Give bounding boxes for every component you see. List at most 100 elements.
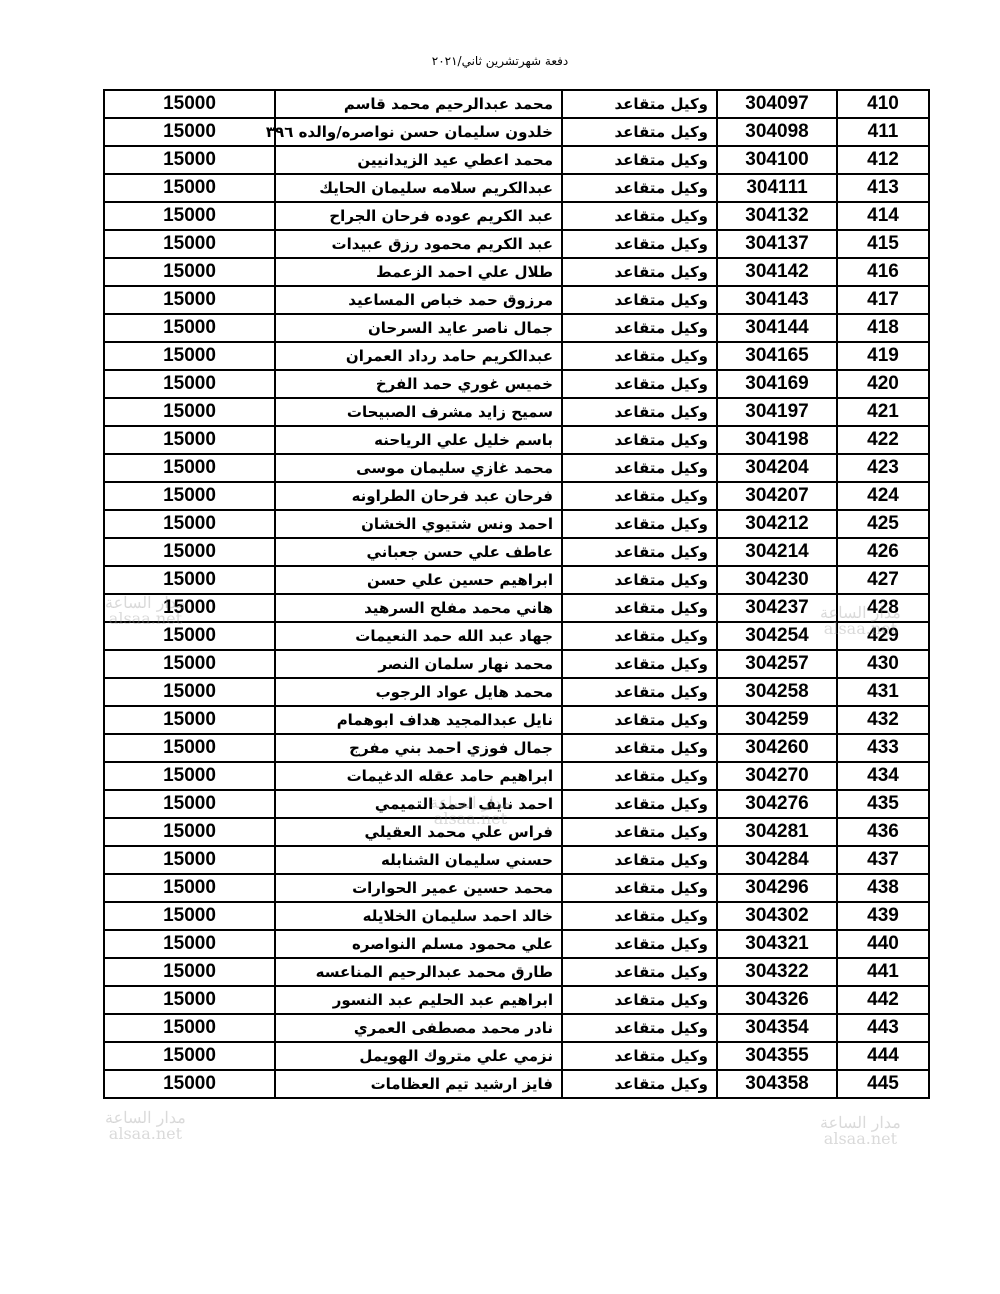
number-cell: 304355 <box>716 1041 838 1071</box>
name-cell: مرزوق حمد خباص المساعيد <box>274 285 563 315</box>
rank-cell: وكيل متقاعد <box>561 705 718 735</box>
watermark-text: مدار الساعة <box>820 603 901 622</box>
number-cell: 304260 <box>716 733 838 763</box>
name-cell: خالد احمد سليمان الخلايله <box>274 901 563 931</box>
rank-cell: وكيل متقاعد <box>561 117 718 147</box>
rank-cell: وكيل متقاعد <box>561 649 718 679</box>
table-row: 15000 عاطف علي حسن جعباني وكيل متقاعد 30421… <box>103 537 930 567</box>
amount-cell: 15000 <box>103 1013 276 1043</box>
index-cell: 421 <box>836 397 930 427</box>
name-cell: فراس علي محمد العقيلي <box>274 817 563 847</box>
rank-cell: وكيل متقاعد <box>561 761 718 791</box>
index-cell: 440 <box>836 929 930 959</box>
table-row: 15000 مرزوق حمد خباص المساعيد وكيل متقاعد 3… <box>103 285 930 315</box>
index-cell: 411 <box>836 117 930 147</box>
index-cell: 442 <box>836 985 930 1015</box>
name-cell: فايز ارشيد تيم العظامات <box>274 1069 563 1099</box>
number-cell: 304207 <box>716 481 838 511</box>
amount-cell: 15000 <box>103 481 276 511</box>
rank-cell: وكيل متقاعد <box>561 677 718 707</box>
name-cell: نزمي علي متروك الهويمل <box>274 1041 563 1071</box>
number-cell: 304281 <box>716 817 838 847</box>
table-row: 15000 محمد عبدالرحيم محمد قاسم وكيل متقاعد… <box>103 89 930 119</box>
watermark-text: مدار الساعة <box>105 593 186 612</box>
index-cell: 428 <box>836 593 930 623</box>
rank-cell: وكيل متقاعد <box>561 957 718 987</box>
index-cell: 418 <box>836 313 930 343</box>
name-cell: خميس غوري حمد الفرخ <box>274 369 563 399</box>
index-cell: 416 <box>836 257 930 287</box>
number-cell: 304230 <box>716 565 838 595</box>
table-row: 15000 محمد غازي سليمان موسى وكيل متقاعد 304… <box>103 453 930 483</box>
index-cell: 444 <box>836 1041 930 1071</box>
name-cell: طارق محمد عبدالرحيم المناعسه <box>274 957 563 987</box>
amount-cell: 15000 <box>103 173 276 203</box>
table-row: 15000 نادر محمد مصطفى العمري وكيل متقاعد 30… <box>103 1013 930 1043</box>
table-row: 15000 خلدون سليمان حسن نواصره/والده ٣٩٦ وك… <box>103 117 930 147</box>
table-row: 15000 هاني محمد مفلح السرهيد وكيل متقاعد 30… <box>103 593 930 623</box>
rank-cell: وكيل متقاعد <box>561 425 718 455</box>
number-cell: 304165 <box>716 341 838 371</box>
document-title: دفعة شهرتشرين ثاني/٢٠٢١ <box>431 54 569 68</box>
name-cell: محمد غازي سليمان موسى <box>274 453 563 483</box>
watermark-url: alsaa.net <box>108 1124 183 1143</box>
name-cell: عبدالكريم سلامه سليمان الحايك <box>274 173 563 203</box>
number-cell: 304321 <box>716 929 838 959</box>
rank-cell: وكيل متقاعد <box>561 593 718 623</box>
table-row: 15000 عبدالكريم سلامه سليمان الحايك وكيل م… <box>103 173 930 203</box>
name-cell: محمد حسين عمير الحوارات <box>274 873 563 903</box>
table-row: 15000 باسم خليل علي الرياحنه وكيل متقاعد 30… <box>103 425 930 455</box>
amount-cell: 15000 <box>103 117 276 147</box>
amount-cell: 15000 <box>103 89 276 119</box>
index-cell: 417 <box>836 285 930 315</box>
name-cell: محمد اعطي عيد الزيدانيين <box>274 145 563 175</box>
amount-cell: 15000 <box>103 229 276 259</box>
amount-cell: 15000 <box>103 145 276 175</box>
index-cell: 432 <box>836 705 930 735</box>
watermark-url: alsaa.net <box>433 809 508 828</box>
table-row: 15000 احمد ونس شتيوي الخشان وكيل متقاعد 304… <box>103 509 930 539</box>
rank-cell: وكيل متقاعد <box>561 257 718 287</box>
rank-cell: وكيل متقاعد <box>561 145 718 175</box>
table-row: 15000 نايل عبدالمجيد هداف ابوهمام وكيل متق… <box>103 705 930 735</box>
number-cell: 304197 <box>716 397 838 427</box>
name-cell: محمد عبدالرحيم محمد قاسم <box>274 89 563 119</box>
amount-cell: 15000 <box>103 985 276 1015</box>
number-cell: 304237 <box>716 593 838 623</box>
number-cell: 304259 <box>716 705 838 735</box>
number-cell: 304132 <box>716 201 838 231</box>
watermark-text: مدار الساعة <box>105 1108 186 1127</box>
table-row: 15000 فرحان عبد فرحان الطراونه وكيل متقاعد… <box>103 481 930 511</box>
table-row: 15000 عبدالكريم حامد رداد العمران وكيل متق… <box>103 341 930 371</box>
name-cell: عبدالكريم حامد رداد العمران <box>274 341 563 371</box>
table-row: 15000 محمد هايل عواد الرجوب وكيل متقاعد 304… <box>103 677 930 707</box>
index-cell: 412 <box>836 145 930 175</box>
name-cell: نادر محمد مصطفى العمري <box>274 1013 563 1043</box>
watermark-url: alsaa.net <box>823 619 898 638</box>
name-cell: احمد نايف احمد التميمي <box>274 789 563 819</box>
table-row: 15000 فراس علي محمد العقيلي وكيل متقاعد 304… <box>103 817 930 847</box>
number-cell: 304098 <box>716 117 838 147</box>
table-row: 15000 فايز ارشيد تيم العظامات وكيل متقاعد 3… <box>103 1069 930 1099</box>
name-cell: ابراهيم حامد عقله الدغيمات <box>274 761 563 791</box>
table-row: 15000 سميح زايد مشرف الصبيحات وكيل متقاعد 3… <box>103 397 930 427</box>
name-cell: جهاد عبد الله حمد النعيمات <box>274 621 563 651</box>
number-cell: 304326 <box>716 985 838 1015</box>
watermark-logo: مدار الساعة alsaa.net <box>105 1110 186 1142</box>
index-cell: 422 <box>836 425 930 455</box>
index-cell: 436 <box>836 817 930 847</box>
table-row: 15000 احمد نايف احمد التميمي وكيل متقاعد 30… <box>103 789 930 819</box>
number-cell: 304322 <box>716 957 838 987</box>
number-cell: 304284 <box>716 845 838 875</box>
number-cell: 304296 <box>716 873 838 903</box>
rank-cell: وكيل متقاعد <box>561 1069 718 1099</box>
number-cell: 304258 <box>716 677 838 707</box>
amount-cell: 15000 <box>103 929 276 959</box>
rank-cell: وكيل متقاعد <box>561 509 718 539</box>
rank-cell: وكيل متقاعد <box>561 201 718 231</box>
name-cell: سميح زايد مشرف الصبيحات <box>274 397 563 427</box>
rank-cell: وكيل متقاعد <box>561 1013 718 1043</box>
name-cell: ابراهيم عبد الحليم عبد النسور <box>274 985 563 1015</box>
rank-cell: وكيل متقاعد <box>561 789 718 819</box>
index-cell: 431 <box>836 677 930 707</box>
